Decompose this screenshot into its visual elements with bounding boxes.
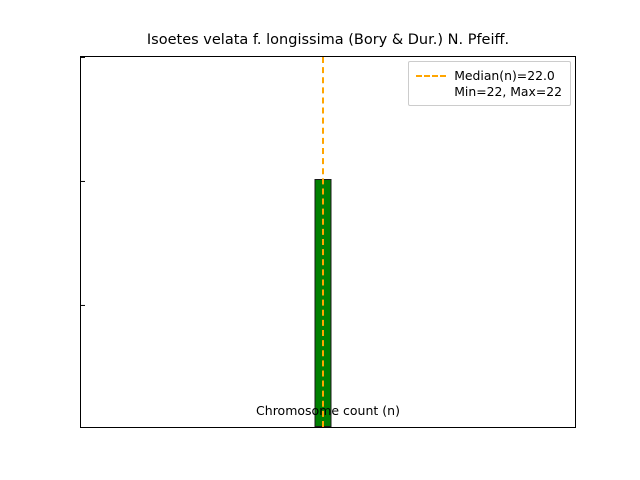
legend-text: Median(n)=22.0 Min=22, Max=22	[454, 68, 562, 99]
chart-legend[interactable]: Median(n)=22.0 Min=22, Max=22	[408, 61, 571, 106]
legend-minmax-label: Min=22, Max=22	[454, 83, 562, 99]
page-title: Isoetes velata f. longissima (Bory & Dur…	[146, 32, 510, 48]
x-axis-label: Chromosome count (n)	[256, 403, 400, 418]
plot-inner: 0 1 2 3 22	[81, 57, 575, 427]
legend-dashed-line-icon	[416, 68, 447, 83]
legend-median-label: Median(n)=22.0	[454, 68, 555, 83]
legend-line-glyph	[416, 74, 447, 77]
y-tick-mark	[81, 304, 85, 306]
y-tick-mark	[81, 57, 85, 58]
median-line	[322, 57, 324, 427]
y-tick-mark	[81, 180, 85, 182]
plot-area: 0 1 2 3 22	[80, 56, 576, 428]
